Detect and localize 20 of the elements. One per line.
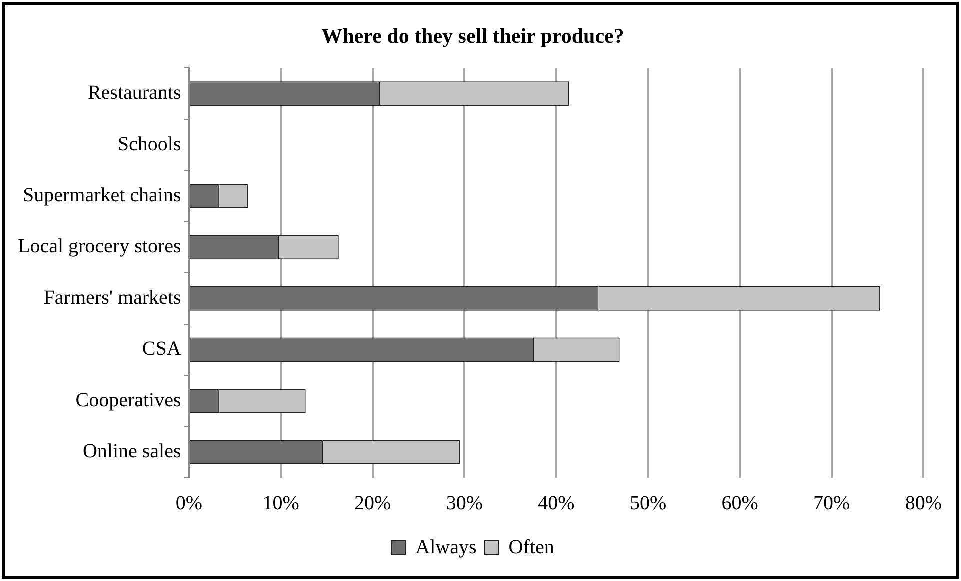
chart-title: Where do they sell their produce? [322, 24, 624, 48]
x-tick-label: 40% [538, 492, 575, 514]
y-tick-label: Cooperatives [76, 389, 182, 412]
x-tick-label: 30% [446, 492, 483, 514]
legend-label: Often [508, 536, 554, 558]
y-tick-label: Online sales [82, 440, 182, 463]
y-tick-label: CSA [142, 338, 182, 360]
x-tick-label: 20% [354, 492, 392, 514]
x-tick-label: 80% [905, 492, 942, 514]
y-tick-label: Supermarket chains [22, 184, 182, 207]
x-tick-label: 70% [814, 492, 850, 514]
x-tick-label: 50% [630, 492, 667, 514]
y-tick-label: Schools [118, 133, 182, 156]
x-tick-label: 60% [722, 492, 758, 514]
y-tick-label: Farmers' markets [44, 286, 182, 309]
y-tick-label: Restaurants [88, 82, 182, 104]
x-tick-label: 0% [176, 492, 203, 514]
legend-label: Always [416, 536, 477, 558]
x-tick-label: 10% [262, 492, 300, 514]
y-tick-label: Local grocery stores [18, 236, 182, 258]
